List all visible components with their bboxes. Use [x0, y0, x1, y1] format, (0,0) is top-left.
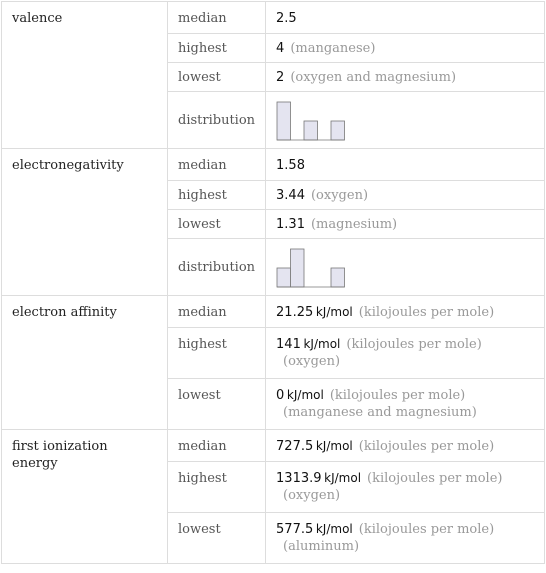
value: 21.25: [276, 305, 314, 320]
row-key: median: [166, 148, 267, 181]
table-row: highest 3.44 (oxygen): [2, 180, 545, 210]
row-value: 727.5 kJ/mol (kilojoules per mole): [265, 429, 545, 462]
note: (oxygen and magnesium): [290, 70, 457, 85]
row-key: median: [166, 295, 267, 328]
value: 1313.9: [276, 471, 322, 486]
unit: kJ/mol: [315, 305, 353, 319]
row-key: distribution: [166, 91, 267, 149]
row-value: 3.44 (oxygen): [265, 180, 545, 210]
note: (kilojoules per mole): [346, 337, 482, 352]
table-row: first ionization energy median 727.5 kJ/mo…: [1, 429, 545, 564]
group-label: valence: [1, 1, 168, 149]
value: 141: [276, 337, 301, 352]
table-row: highest 4 (manganese): [2, 33, 545, 63]
note: (kilojoules per mole): [358, 305, 495, 320]
note: (oxygen): [283, 354, 341, 369]
histogram: [276, 248, 345, 288]
properties-table: valence median 2.5 highest 4 (manganese) lowes…: [1, 1, 545, 564]
table-row: valence median 2.5: [1, 1, 545, 149]
row-key: lowest: [166, 62, 267, 92]
row-value: [265, 238, 545, 296]
row-key: highest: [166, 461, 267, 513]
group-label: first ionization energy: [1, 429, 168, 564]
row-value: 21.25 kJ/mol (kilojoules per mole): [265, 295, 545, 328]
histogram-bar: [276, 267, 291, 288]
unit: kJ/mol: [315, 522, 353, 536]
histogram-bar: [276, 101, 291, 141]
note: (oxygen): [310, 188, 369, 203]
table-row: lowest 1.31 (magnesium): [2, 209, 545, 239]
row-value: 1.58: [265, 148, 545, 181]
value: 4: [276, 41, 285, 56]
table-row: distribution: [2, 91, 545, 149]
row-key: median: [166, 1, 267, 34]
note: (oxygen): [283, 488, 341, 503]
note: (magnesium): [310, 217, 398, 232]
table-row: highest 141 kJ/mol (kilojoules per mole) (o…: [2, 327, 545, 379]
note: (kilojoules per mole): [329, 388, 466, 403]
value: 577.5: [276, 522, 314, 537]
row-key: lowest: [166, 378, 267, 430]
row-value: [265, 91, 545, 149]
row-value: 141 kJ/mol (kilojoules per mole) (oxygen): [265, 327, 545, 379]
value: 1.58: [276, 158, 305, 173]
table-row: electronegativity median 1.58: [1, 148, 545, 296]
row-key: lowest: [166, 512, 267, 564]
unit: kJ/mol: [324, 471, 362, 485]
value: 2.5: [276, 11, 297, 26]
histogram: [276, 101, 345, 141]
unit: kJ/mol: [303, 337, 341, 351]
value: 2: [276, 70, 285, 85]
row-value: 577.5 kJ/mol (kilojoules per mole) (alumin…: [265, 512, 545, 564]
row-key: highest: [166, 33, 267, 63]
note: (kilojoules per mole): [358, 522, 495, 537]
row-value: 2.5: [265, 1, 545, 34]
table-row: lowest 0 kJ/mol (kilojoules per mole) (mang…: [2, 378, 545, 430]
row-key: highest: [166, 180, 267, 210]
table-row: lowest 2 (oxygen and magnesium): [2, 62, 545, 92]
table-row: electron affinity median 21.25 kJ/mol (kilo…: [1, 295, 545, 430]
unit: kJ/mol: [315, 439, 353, 453]
row-value: 1.31 (magnesium): [265, 209, 545, 239]
value: 0: [276, 388, 285, 403]
row-value: 0 kJ/mol (kilojoules per mole) (manganese …: [265, 378, 545, 430]
table-row: highest 1313.9 kJ/mol (kilojoules per mole…: [2, 461, 545, 513]
note: (aluminum): [283, 539, 360, 554]
group-label: electronegativity: [1, 148, 168, 296]
row-key: distribution: [166, 238, 267, 296]
histogram-bar: [303, 120, 318, 141]
value: 1.31: [276, 217, 305, 232]
histogram-bar: [290, 248, 305, 288]
table-row: distribution: [2, 238, 545, 296]
row-value: 2 (oxygen and magnesium): [265, 62, 545, 92]
note: (manganese and magnesium): [283, 405, 477, 420]
histogram-bar: [330, 120, 345, 141]
table-body: valence median 2.5 highest 4 (manganese) lowes…: [1, 1, 545, 564]
row-key: lowest: [166, 209, 267, 239]
table-row: lowest 577.5 kJ/mol (kilojoules per mole) (…: [2, 512, 545, 564]
histogram-bar: [330, 267, 345, 288]
value: 727.5: [276, 439, 314, 454]
unit: kJ/mol: [286, 388, 324, 402]
row-value: 4 (manganese): [265, 33, 545, 63]
note: (kilojoules per mole): [358, 439, 495, 454]
group-label: electron affinity: [1, 295, 168, 430]
row-key: median: [166, 429, 267, 462]
note: (manganese): [290, 41, 376, 56]
note: (kilojoules per mole): [367, 471, 503, 486]
value: 3.44: [276, 188, 305, 203]
row-value: 1313.9 kJ/mol (kilojoules per mole) (oxyge…: [265, 461, 545, 513]
row-key: highest: [166, 327, 267, 379]
